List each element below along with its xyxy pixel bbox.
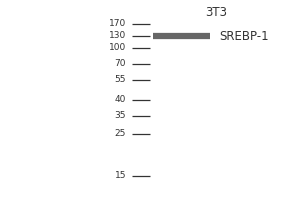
Text: SREBP-1: SREBP-1 bbox=[219, 29, 268, 43]
Text: 100: 100 bbox=[109, 44, 126, 52]
Text: 55: 55 bbox=[115, 75, 126, 84]
Text: 170: 170 bbox=[109, 20, 126, 28]
Text: 15: 15 bbox=[115, 171, 126, 180]
Text: 25: 25 bbox=[115, 130, 126, 138]
Text: 3T3: 3T3 bbox=[205, 6, 227, 19]
Text: 130: 130 bbox=[109, 31, 126, 40]
Text: 70: 70 bbox=[115, 60, 126, 68]
Text: 40: 40 bbox=[115, 96, 126, 104]
Text: 35: 35 bbox=[115, 112, 126, 120]
